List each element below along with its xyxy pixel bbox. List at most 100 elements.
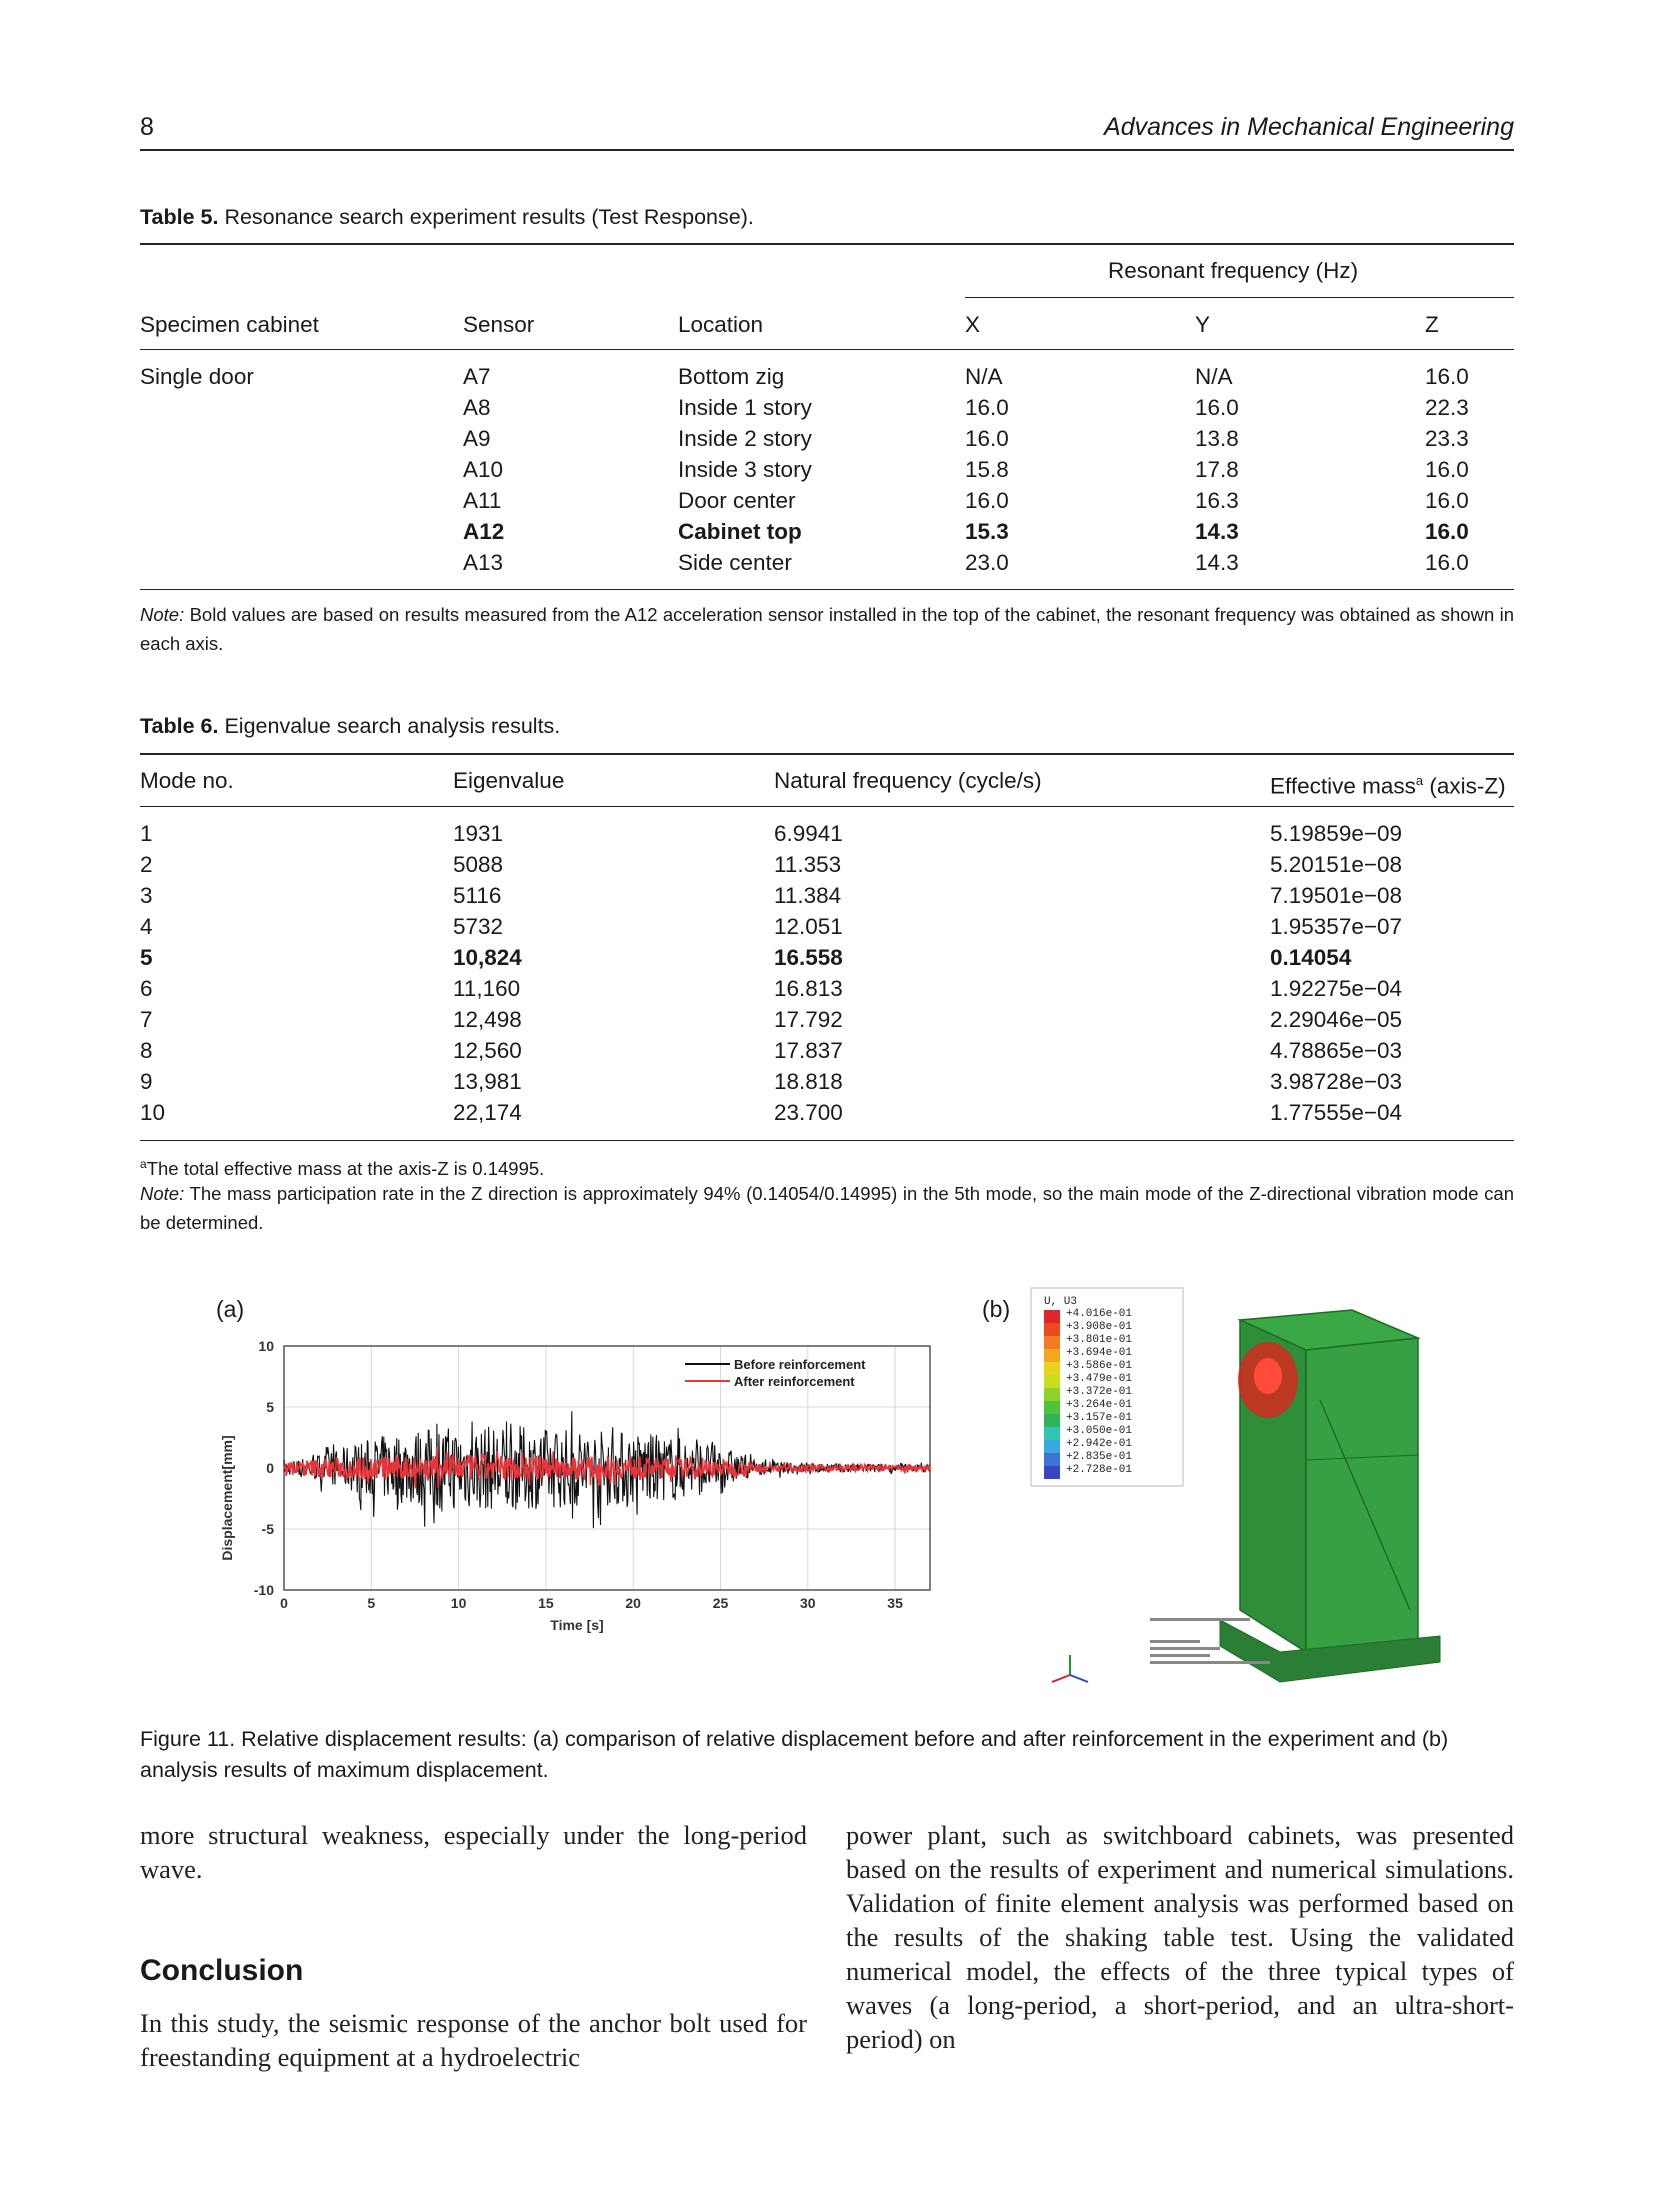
contour-value-label: +2.835e-01 <box>1066 1451 1132 1463</box>
table6-cell: 16.813 <box>774 976 843 1001</box>
table6-cell: 8 <box>140 1038 153 1063</box>
table6-cell: 7 <box>140 1007 153 1032</box>
table5-cell: 14.3 <box>1195 519 1239 544</box>
table6-col-mass-axis: (axis-Z) <box>1423 773 1506 799</box>
table6-cell: 5.19859e−09 <box>1270 821 1403 846</box>
contour-color-band <box>1044 1414 1060 1427</box>
table6-cell: 0.14054 <box>1270 945 1352 970</box>
contour-value-label: +3.264e-01 <box>1066 1399 1132 1411</box>
contour-value-label: +3.694e-01 <box>1066 1347 1132 1359</box>
contour-color-band <box>1044 1310 1060 1323</box>
body-left-paragraph-2: In this study, the seismic response of t… <box>140 2008 807 2072</box>
table5-cell: 16.0 <box>1425 457 1469 482</box>
displacement-chart: 0 5 10 15 20 25 30 35 -10 -5 0 5 10 Time [s] Displacem… <box>219 1338 931 1633</box>
table5-cell: A8 <box>463 395 491 420</box>
table6-caption-text: Eigenvalue search analysis results. <box>224 714 561 738</box>
y-tick-label: 0 <box>266 1460 274 1476</box>
table5-cell: 16.0 <box>965 395 1009 420</box>
table5-cell: 16.3 <box>1195 488 1239 513</box>
table6-cell: 18.818 <box>774 1069 843 1094</box>
hotspot-core <box>1254 1358 1282 1394</box>
x-tick-label: 15 <box>538 1595 554 1611</box>
table6-note: Note: The mass participation rate in the… <box>140 1179 1514 1237</box>
table6-cell: 5116 <box>453 883 502 908</box>
table5-cell: Cabinet top <box>678 519 802 544</box>
cabinet-base <box>1219 1619 1441 1683</box>
table6-col-mass-label: Effective mass <box>1270 773 1416 799</box>
table5-cell: N/A <box>1195 364 1233 389</box>
table5-cell: 23.0 <box>965 550 1009 575</box>
table5-cell: 16.0 <box>965 426 1009 451</box>
table5-bottom-rule <box>140 589 1514 590</box>
table5-caption: Table 5. Resonance search experiment res… <box>140 205 754 230</box>
table6-cell: 5088 <box>453 852 504 877</box>
table5-cell: Single door <box>140 364 254 389</box>
fea-info-lines <box>1150 1618 1270 1664</box>
axis-triad <box>1051 1655 1089 1683</box>
figure11-caption: Figure 11. Relative displacement results… <box>140 1727 1449 1782</box>
table6-bottom-rule <box>140 1140 1514 1141</box>
table5-cell: Side center <box>678 550 792 575</box>
contour-value-label: +3.372e-01 <box>1066 1386 1132 1398</box>
table5-cell: A9 <box>463 426 491 451</box>
table6-cell: 1 <box>140 821 153 846</box>
table6-cell: 2 <box>140 852 153 877</box>
table5-cell: A10 <box>463 457 504 482</box>
figure-panel-a-label: (a) <box>216 1296 245 1322</box>
series-line-before <box>283 1411 931 1529</box>
table6-cell: 10,824 <box>453 945 522 970</box>
table6-cell: 6.9941 <box>774 821 843 846</box>
table5-col-0: Specimen cabinet <box>140 312 319 337</box>
table6-cell: 12,560 <box>453 1038 522 1063</box>
table6-cell: 11,160 <box>453 976 521 1001</box>
table5-cell: N/A <box>965 364 1003 389</box>
table6-col-eigenvalue: Eigenvalue <box>453 768 565 793</box>
table6-cell: 22,174 <box>453 1100 522 1125</box>
header-rule <box>140 149 1514 151</box>
table6-cell: 7.19501e−08 <box>1270 883 1403 908</box>
body-left-paragraph-1: more structural weakness, especially und… <box>140 1820 807 1884</box>
table5-cell: 15.8 <box>965 457 1009 482</box>
y-tick-label: -10 <box>254 1582 274 1598</box>
table6-cell: 4.78865e−03 <box>1270 1038 1403 1063</box>
contour-color-band <box>1044 1427 1060 1440</box>
table6-note-text: The mass participation rate in the Z dir… <box>140 1183 1515 1233</box>
page-number: 8 <box>140 113 154 141</box>
table5-cell: Inside 2 story <box>678 426 812 451</box>
table5-cell: A13 <box>463 550 504 575</box>
contour-value-label: +3.908e-01 <box>1066 1321 1132 1333</box>
series-line-after <box>283 1447 931 1489</box>
table6-cell: 17.837 <box>774 1038 843 1063</box>
table6-cell: 12,498 <box>453 1007 522 1032</box>
contour-color-band <box>1044 1336 1060 1349</box>
contour-value-label: +3.586e-01 <box>1066 1360 1132 1372</box>
x-tick-label: 35 <box>887 1595 903 1611</box>
table6-col-frequency: Natural frequency (cycle/s) <box>774 768 1042 793</box>
cabinet-brace <box>1319 1399 1411 1611</box>
cabinet-model <box>1219 1309 1441 1683</box>
x-tick-label: 25 <box>713 1595 729 1611</box>
fea-contour-panel: U, U3 +4.016e-01+3.908e-01+3.801e-01+3.6… <box>1030 1287 1441 1683</box>
table5-caption-text: Resonance search experiment results (Tes… <box>224 205 754 229</box>
table6-col-mass-sup: a <box>1415 773 1424 788</box>
table5-cell: 16.0 <box>1425 550 1469 575</box>
contour-color-band <box>1044 1323 1060 1336</box>
x-tick-label: 5 <box>367 1595 375 1611</box>
journal-title: Advances in Mechanical Engineering <box>1104 113 1514 141</box>
table6-cell: 16.558 <box>774 945 843 970</box>
y-tick-label: 10 <box>258 1338 274 1354</box>
contour-value-label: +3.157e-01 <box>1066 1412 1132 1424</box>
table5-top-rule <box>140 243 1514 245</box>
table5-cell: 16.0 <box>1195 395 1239 420</box>
contour-color-band <box>1044 1375 1060 1388</box>
table5-header-rule <box>140 349 1514 350</box>
contour-legend-scale: +4.016e-01+3.908e-01+3.801e-01+3.694e-01… <box>1044 1308 1132 1479</box>
table6-cell: 6 <box>140 976 153 1001</box>
x-tick-label: 20 <box>625 1595 641 1611</box>
table6-col-mode: Mode no. <box>140 768 234 793</box>
x-axis-label: Time [s] <box>550 1617 603 1633</box>
table6-header-rule <box>140 806 1514 807</box>
contour-legend-title: U, U3 <box>1044 1296 1077 1308</box>
table5-cell: 16.0 <box>965 488 1009 513</box>
table6-cell: 23.700 <box>774 1100 843 1125</box>
